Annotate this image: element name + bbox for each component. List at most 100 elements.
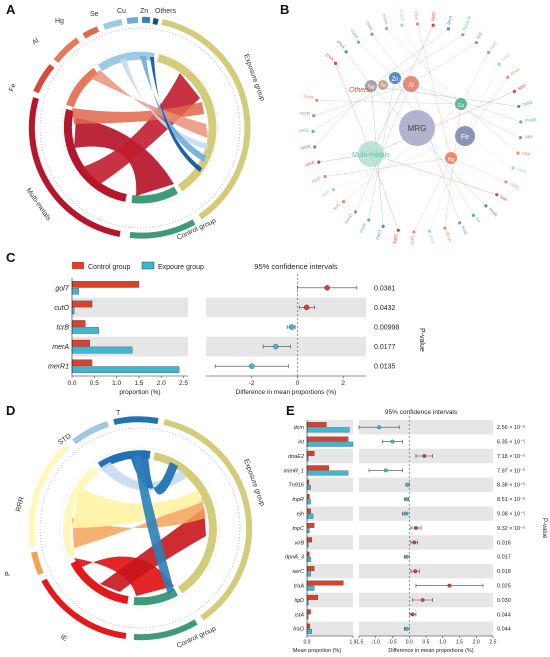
category-label: immR_1	[284, 468, 304, 474]
panel-a-chord-diagram: Hg Se Cu Zn Others Al Fe Multi-metals Ex…	[0, 0, 275, 245]
arc-fe	[33, 64, 55, 94]
network-gene-label: smtA	[300, 144, 311, 151]
network-edge	[444, 103, 462, 229]
diff-point	[447, 583, 452, 588]
network-node	[518, 136, 523, 140]
x-tick-label: -1.0	[371, 640, 380, 646]
network-gene-label: fur	[475, 217, 482, 225]
network-gene-label: modA	[525, 117, 537, 123]
row-band	[359, 535, 493, 550]
category-label: traO	[293, 627, 304, 633]
pvalue-label: 0.0135	[374, 364, 396, 371]
row-band	[307, 621, 353, 636]
label-se-hub: Se	[367, 85, 375, 91]
x-tick-label: 0.5	[90, 380, 99, 387]
diff-point	[288, 324, 295, 330]
x-tick-label: -1.5	[355, 640, 364, 646]
pvalue-label: 9.08 × 10⁻⁵	[497, 511, 525, 518]
diff-point	[410, 612, 415, 617]
network-node	[471, 213, 476, 217]
network-node	[474, 41, 479, 45]
category-label: dnaE2	[288, 454, 304, 460]
network-edge	[429, 135, 466, 232]
network-edge	[370, 85, 487, 207]
bar-exposure	[71, 327, 99, 334]
network-gene-label: fpvA	[446, 15, 453, 25]
arc-hg	[82, 26, 100, 39]
legend-swatch-exposure	[141, 261, 155, 270]
x-tick-label: 1.5	[134, 380, 143, 387]
x-tick-label: 0.5	[423, 640, 430, 646]
network-gene-label: soxR	[303, 93, 315, 101]
bar-control	[306, 609, 311, 615]
label-al: Al	[31, 37, 40, 47]
label-ie: IE	[59, 634, 69, 644]
diff-point	[422, 454, 427, 458]
x-tick-label: 2.0	[157, 380, 166, 387]
network-gene-label: cadA	[516, 166, 527, 175]
xlabel-left-c: proportion (%)	[119, 389, 160, 396]
panel-d-chord-diagram: STD T RRR P IE Exposure group Control gr…	[0, 400, 275, 657]
bar-exposure	[306, 470, 349, 476]
inner-arc-fe-al	[66, 67, 99, 108]
network-gene-label: fieF	[475, 31, 484, 40]
hub-hg	[445, 152, 457, 164]
network-node	[446, 27, 450, 31]
row-band	[72, 336, 188, 357]
network-gene-label: zntA	[325, 52, 335, 62]
inner-arc-multi	[63, 109, 127, 202]
network-node	[384, 26, 389, 31]
bar-control	[306, 580, 344, 586]
network-node	[443, 226, 447, 230]
row-band	[307, 477, 353, 492]
arc-al	[53, 37, 80, 63]
diff-point	[248, 363, 255, 369]
category-label: tnpC	[292, 526, 304, 532]
bar-control	[306, 522, 315, 528]
node-mrg	[399, 110, 435, 146]
network-node	[495, 193, 499, 197]
hub-fe	[455, 126, 475, 146]
category-label: traA	[294, 584, 304, 590]
network-edge	[410, 83, 460, 223]
pvalue-label: 0.025	[497, 584, 511, 590]
pvalue-label: 0.044	[497, 627, 511, 633]
network-edge	[386, 28, 462, 105]
category-label: dcm	[294, 425, 305, 431]
category-label: ejh	[297, 512, 304, 518]
x-tick-label: 1.9	[350, 640, 357, 646]
network-gene-label: czcD	[509, 181, 521, 191]
network-edge	[370, 85, 519, 107]
network-node	[396, 228, 400, 232]
network-gene-label: recG	[299, 128, 309, 133]
category-label: golT	[55, 285, 69, 292]
network-gene-label: terC	[332, 201, 342, 211]
inner-arc-exposure	[156, 54, 217, 192]
diff-point	[420, 598, 425, 602]
network-node	[400, 23, 404, 27]
label-fe-hub: Fe	[461, 134, 469, 141]
network-gene-label: silP	[499, 194, 508, 202]
label-rrr: RRR	[15, 496, 26, 512]
network-node	[458, 221, 462, 225]
chord-t-control	[134, 455, 174, 594]
network-gene-label: katG	[392, 233, 399, 244]
chord-a-svg: Hg Se Cu Zn Others Al Fe Multi-metals Ex…	[8, 8, 265, 242]
x-tick-label: 2.5	[179, 380, 188, 387]
network-edge	[370, 153, 399, 231]
network-node	[484, 204, 488, 208]
dotted-ring-inner	[61, 49, 219, 207]
label-se: Se	[90, 11, 99, 18]
row-band	[72, 297, 188, 318]
network-node	[311, 129, 315, 134]
network-gene-label: ctpC	[430, 11, 436, 22]
label-multi-metals: Multi-metals	[24, 187, 52, 222]
label-others-hub: Others	[349, 87, 371, 94]
row-band	[307, 564, 353, 579]
hub-multi-metals	[358, 141, 384, 167]
row-band	[359, 420, 493, 435]
dotted-ring-outer-d	[39, 427, 241, 629]
network-gene-label: cusA	[365, 20, 374, 31]
network-edge	[413, 157, 452, 233]
